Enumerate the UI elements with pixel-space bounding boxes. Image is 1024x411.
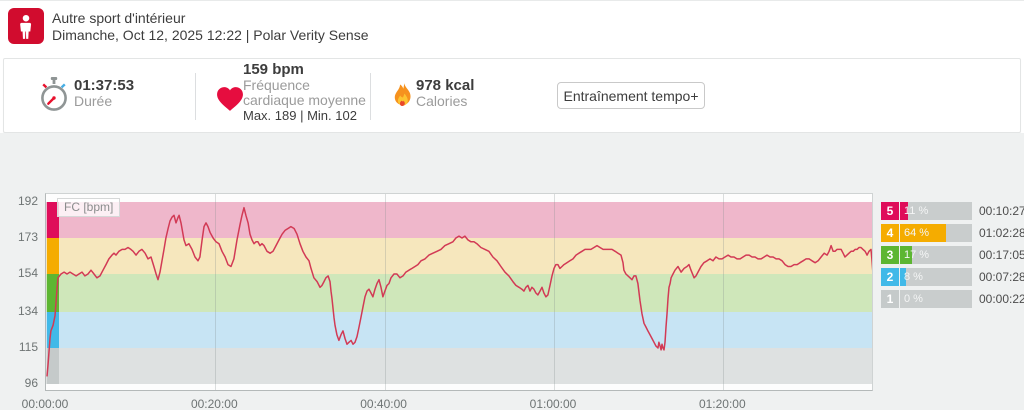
zone-percent-bar: 17 % xyxy=(900,246,972,264)
hr-zone-strip-1 xyxy=(47,347,59,384)
hr-zone-strip-5 xyxy=(47,202,59,239)
hr-zone-band-5 xyxy=(46,202,872,239)
hr-series-line xyxy=(46,206,872,377)
tempo-training-button[interactable]: Entraînement tempo+ xyxy=(557,82,705,109)
hr-zone-strip-4 xyxy=(47,238,59,275)
hr-max-min: Max. 189 | Min. 102 xyxy=(243,108,357,123)
stopwatch-icon xyxy=(41,77,67,111)
hr-line-chart xyxy=(46,206,872,377)
zone-time-label: 01:02:28 xyxy=(979,226,1024,240)
zone-percent-fill xyxy=(900,224,946,242)
avg-hr-label-line1: Fréquence xyxy=(243,77,310,93)
zone-time-label: 00:00:22 xyxy=(979,292,1024,306)
exercise-date-device: Dimanche, Oct 12, 2025 12:22 | Polar Ver… xyxy=(52,27,369,43)
hr-zone-band-4 xyxy=(46,238,872,275)
zone-percent-fill xyxy=(900,268,906,286)
hr-zone-band-1 xyxy=(46,347,872,384)
zone-percent-label: 0 % xyxy=(904,293,923,305)
stat-divider xyxy=(370,73,371,120)
zone-percent-bar: 64 % xyxy=(900,224,972,242)
zone-number-badge: 3 xyxy=(881,246,899,264)
zone-number-badge: 1 xyxy=(881,290,899,308)
flame-icon xyxy=(394,83,411,107)
gridline xyxy=(554,194,555,390)
hr-chart-section: FC [bpm] 192 173 154 134 115 96 00:00:00 00:20… xyxy=(0,133,1024,411)
y-axis-tick: 115 xyxy=(18,339,38,354)
hr-zone-band-2 xyxy=(46,311,872,348)
exercise-header: Autre sport d'intérieur Dimanche, Oct 12… xyxy=(0,1,1024,56)
zone-percent-fill xyxy=(900,246,912,264)
calories-label: Calories xyxy=(416,93,468,109)
avg-hr-label-line2: cardiaque moyenne xyxy=(243,92,366,108)
x-axis-tick: 00:20:00 xyxy=(190,397,238,411)
indoor-sport-icon xyxy=(8,8,44,44)
zone-percent-label: 11 % xyxy=(904,205,929,217)
zone-percent-bar: 0 % xyxy=(900,290,972,308)
person-pictogram xyxy=(20,14,32,39)
y-axis-tick: 96 xyxy=(24,375,38,390)
zone-time-label: 00:17:05 xyxy=(979,248,1024,262)
gridline xyxy=(723,194,725,390)
zone-percent-label: 8 % xyxy=(904,271,923,283)
duration-label: Durée xyxy=(74,93,113,109)
y-axis-tick: 134 xyxy=(17,303,38,318)
x-axis-tick: 00:00:00 xyxy=(21,397,69,411)
exercise-title: Autre sport d'intérieur xyxy=(52,10,186,26)
zone-percent-label: 17 % xyxy=(904,249,930,261)
zone-percent-label: 64 % xyxy=(904,227,930,239)
duration-value: 01:37:53 xyxy=(74,77,135,94)
heart-rate-stat: 159 bpm Fréquence cardiaque moyenne Max.… xyxy=(243,61,366,124)
hr-chart-plot[interactable]: FC [bpm] xyxy=(45,193,873,391)
y-axis-tick: 154 xyxy=(17,266,38,281)
hr-axis-title: FC [bpm] xyxy=(57,198,121,217)
zone-percent-fill xyxy=(900,202,908,220)
calories-stat: 978 kcal Calories xyxy=(416,78,474,109)
x-axis-tick: 01:00:00 xyxy=(529,397,577,411)
summary-card: 01:37:53 Durée 159 bpm Fréquence cardiaq… xyxy=(3,58,1021,133)
zone-number-badge: 5 xyxy=(881,202,899,220)
heart-icon xyxy=(217,87,243,111)
x-axis-tick: 01:20:00 xyxy=(698,397,746,411)
gridline xyxy=(215,194,217,390)
stat-divider xyxy=(195,73,196,120)
avg-hr-value: 159 bpm xyxy=(243,61,304,78)
zone-percent-bar: 11 % xyxy=(900,202,972,220)
duration-stat: 01:37:53 Durée xyxy=(74,78,134,109)
x-axis-tick: 00:40:00 xyxy=(360,397,407,411)
y-axis-tick: 192 xyxy=(17,194,38,208)
calories-value: 978 kcal xyxy=(416,77,475,94)
zone-number-badge: 4 xyxy=(881,224,899,242)
zone-time-label: 00:07:28 xyxy=(979,270,1024,284)
zone-percent-bar: 8 % xyxy=(900,268,972,286)
hr-zone-band-3 xyxy=(46,274,872,312)
zone-number-badge: 2 xyxy=(881,268,899,286)
zone-time-label: 00:10:27 xyxy=(979,204,1024,218)
y-axis-tick: 173 xyxy=(17,230,38,245)
